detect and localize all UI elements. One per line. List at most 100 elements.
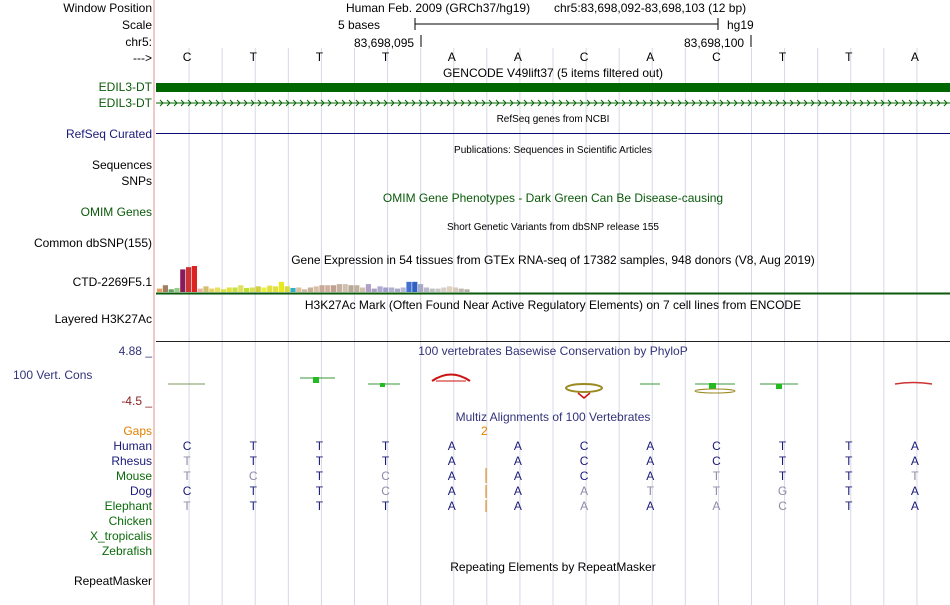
- strand-chevron: [292, 99, 297, 107]
- snps-label[interactable]: SNPs: [121, 174, 152, 188]
- aligned-base: T: [315, 439, 324, 453]
- h3k27ac-track-title[interactable]: H3K27Ac Mark (Often Found Near Active Re…: [304, 298, 802, 312]
- repeatmasker-label[interactable]: RepeatMasker: [73, 574, 152, 588]
- aligned-base: A: [447, 484, 456, 498]
- conservation-features[interactable]: [168, 373, 933, 399]
- gtex-bar: [302, 289, 308, 292]
- strand-chevron: [943, 99, 948, 107]
- gencode-label-1[interactable]: EDIL3-DT: [98, 80, 152, 94]
- aligned-base: T: [845, 469, 853, 483]
- gtex-bar: [406, 281, 412, 292]
- species-label[interactable]: Human: [113, 439, 152, 453]
- gtex-bar-chart[interactable]: [157, 266, 470, 292]
- strand-chevron: [698, 99, 703, 107]
- window-position-value[interactable]: chr5:83,698,092-83,698,103 (12 bp): [554, 1, 747, 15]
- species-label[interactable]: Elephant: [104, 499, 152, 513]
- strand-chevron: [495, 99, 500, 107]
- ruler-base: A: [646, 50, 655, 64]
- gtex-bar: [284, 286, 290, 292]
- strand-chevron: [754, 99, 759, 107]
- omim-track-title[interactable]: OMIM Gene Phenotypes - Dark Green Can Be…: [382, 191, 724, 205]
- gtex-bar: [389, 287, 395, 292]
- strand-chevron: [600, 99, 605, 107]
- species-label[interactable]: Zebrafish: [101, 544, 152, 558]
- gencode-track-title[interactable]: GENCODE V49lift37 (5 items filtered out): [442, 66, 664, 80]
- aligned-base: G: [777, 484, 788, 498]
- strand-chevron: [285, 99, 290, 107]
- ruler-base: C: [712, 50, 721, 64]
- aligned-base: C: [712, 439, 721, 453]
- aligned-base: A: [910, 499, 919, 513]
- strand-chevron: [467, 99, 472, 107]
- aligned-base: T: [315, 469, 324, 483]
- conservation-min: -4.5 _: [121, 394, 152, 408]
- species-label[interactable]: Chicken: [108, 514, 152, 528]
- sequences-label[interactable]: Sequences: [91, 158, 152, 172]
- gtex-bar: [464, 289, 470, 292]
- strand-chevron: [229, 99, 234, 107]
- strand-chevron: [537, 99, 542, 107]
- strand-chevron: [684, 99, 689, 107]
- multiz-track-title[interactable]: Multiz Alignments of 100 Vertebrates: [455, 410, 651, 424]
- conservation-track-title[interactable]: 100 vertebrates Basewise Conservation by…: [418, 344, 688, 358]
- strand-chevron: [593, 99, 598, 107]
- strand-chevron: [726, 99, 731, 107]
- gtex-track-title[interactable]: Gene Expression in 54 tissues from GTEx …: [291, 253, 815, 267]
- h3k27ac-label[interactable]: Layered H3K27Ac: [54, 312, 152, 326]
- aligned-base: A: [580, 499, 589, 513]
- gencode-label-2[interactable]: EDIL3-DT: [98, 96, 152, 110]
- publications-track-title[interactable]: Publications: Sequences in Scientific Ar…: [454, 145, 652, 156]
- aligned-base: T: [911, 469, 919, 483]
- gtex-bar: [342, 284, 348, 292]
- assembly-title: Human Feb. 2009 (GRCh37/hg19): [346, 1, 531, 15]
- dbsnp-track-title[interactable]: Short Genetic Variants from dbSNP releas…: [447, 222, 659, 233]
- strand-chevron: [705, 99, 710, 107]
- gtex-bar: [412, 281, 418, 292]
- gaps-label[interactable]: Gaps: [123, 424, 152, 438]
- aligned-base: T: [845, 439, 853, 453]
- aligned-base: T: [183, 454, 191, 468]
- scale-label: Scale: [121, 18, 152, 32]
- gencode-exon-bar[interactable]: [156, 83, 950, 92]
- conservation-label[interactable]: 100 Vert. Cons: [13, 368, 93, 382]
- omim-label[interactable]: OMIM Genes: [80, 205, 152, 219]
- strand-chevron: [817, 99, 822, 107]
- gtex-bar: [232, 287, 238, 292]
- species-label[interactable]: Rhesus: [111, 454, 152, 468]
- ruler-base: T: [315, 50, 324, 64]
- gtex-bar: [296, 287, 302, 292]
- aligned-base: T: [778, 439, 787, 453]
- dbsnp-label[interactable]: Common dbSNP(155): [33, 236, 152, 250]
- strand-chevron: [789, 99, 794, 107]
- strand-chevron: [299, 99, 304, 107]
- aligned-base: T: [381, 439, 390, 453]
- aligned-base: A: [646, 454, 655, 468]
- aligned-base: A: [513, 469, 522, 483]
- aligned-base: C: [248, 469, 258, 483]
- aligned-base: T: [183, 469, 191, 483]
- gtex-bar: [273, 286, 279, 292]
- gap-count: 2: [481, 424, 488, 438]
- ruler-base: T: [249, 50, 257, 64]
- strand-chevron: [782, 99, 787, 107]
- label-column-separator: [153, 0, 155, 605]
- gtex-label[interactable]: CTD-2269F5.1: [72, 275, 152, 289]
- aligned-base: T: [778, 469, 787, 483]
- gtex-bar: [220, 289, 226, 292]
- aligned-base: T: [183, 499, 191, 513]
- gtex-bar: [377, 286, 383, 292]
- species-label[interactable]: X_tropicalis: [89, 529, 152, 543]
- aligned-base: T: [778, 454, 787, 468]
- species-label[interactable]: Dog: [129, 484, 152, 498]
- aligned-base: T: [712, 469, 721, 483]
- refseq-track-title[interactable]: RefSeq genes from NCBI: [496, 114, 610, 125]
- refseq-label[interactable]: RefSeq Curated: [65, 127, 152, 141]
- repeatmasker-track-title[interactable]: Repeating Elements by RepeatMasker: [450, 560, 656, 574]
- strand-arrow-label: --->: [133, 51, 152, 65]
- gtex-bar: [180, 269, 186, 292]
- strand-chevron: [439, 99, 444, 107]
- species-label[interactable]: Mouse: [115, 469, 152, 483]
- strand-chevron: [663, 99, 668, 107]
